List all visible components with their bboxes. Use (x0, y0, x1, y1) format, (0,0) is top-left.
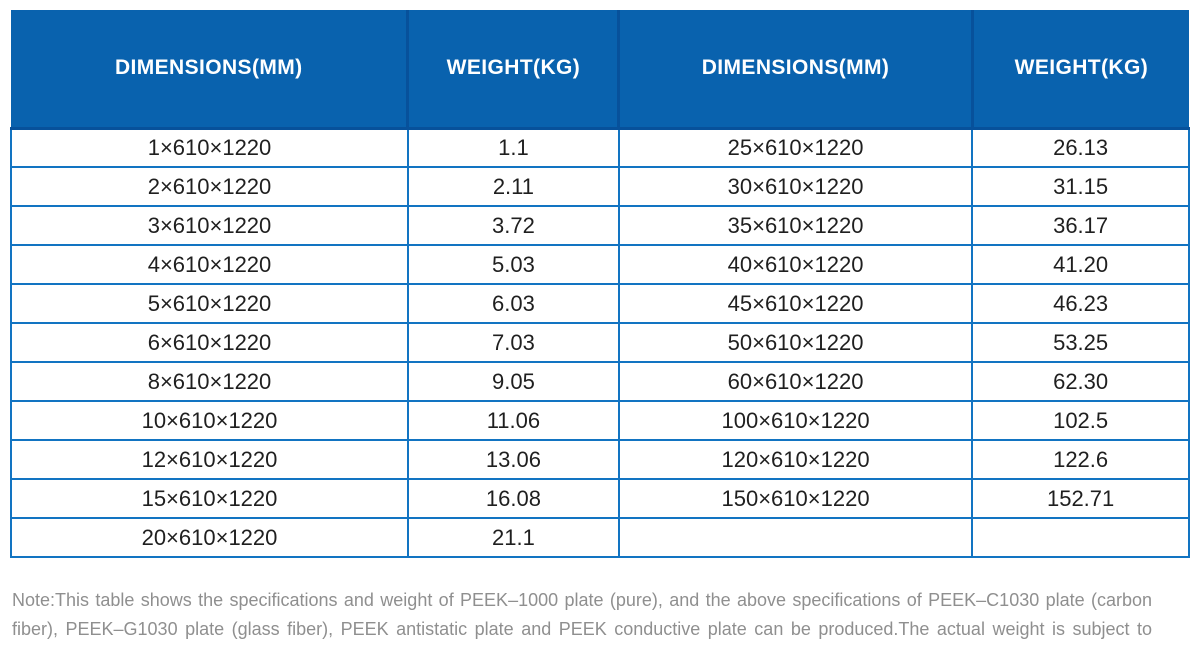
dimension-cell: 50×610×1220 (617, 322, 974, 363)
dimension-cell: 3×610×1220 (10, 205, 409, 246)
table-row: 2×610×1220 2.11 30×610×1220 31.15 (10, 166, 1190, 207)
weight-cell: 5.03 (406, 244, 620, 285)
table-header: DIMENSIONS(MM) WEIGHT(KG) DIMENSIONS(MM)… (11, 10, 1189, 130)
dimension-cell: 150×610×1220 (617, 478, 974, 519)
table-row: 6×610×1220 7.03 50×610×1220 53.25 (10, 322, 1190, 363)
dimension-cell: 60×610×1220 (617, 361, 974, 402)
table-row: 10×610×1220 11.06 100×610×1220 102.5 (10, 400, 1190, 441)
dimension-cell: 1×610×1220 (10, 127, 409, 168)
table-row: 5×610×1220 6.03 45×610×1220 46.23 (10, 283, 1190, 324)
weight-cell: 36.17 (971, 205, 1190, 246)
dimension-cell: 15×610×1220 (10, 478, 409, 519)
table-row: 1×610×1220 1.1 25×610×1220 26.13 (10, 127, 1190, 168)
dimension-cell: 2×610×1220 (10, 166, 409, 207)
weight-cell: 1.1 (406, 127, 620, 168)
dimension-cell: 45×610×1220 (617, 283, 974, 324)
weight-cell: 21.1 (406, 517, 620, 558)
dimension-cell: 35×610×1220 (617, 205, 974, 246)
header-cell-dimensions-1: DIMENSIONS(MM) (11, 10, 408, 130)
weight-cell: 41.20 (971, 244, 1190, 285)
weight-cell: 122.6 (971, 439, 1190, 480)
weight-cell: 31.15 (971, 166, 1190, 207)
spec-table: DIMENSIONS(MM) WEIGHT(KG) DIMENSIONS(MM)… (10, 10, 1190, 558)
weight-cell: 7.03 (406, 322, 620, 363)
dimension-cell: 4×610×1220 (10, 244, 409, 285)
table-row: 12×610×1220 13.06 120×610×1220 122.6 (10, 439, 1190, 480)
dimension-cell: 5×610×1220 (10, 283, 409, 324)
table-row: 20×610×1220 21.1 (10, 517, 1190, 558)
weight-cell: 62.30 (971, 361, 1190, 402)
header-cell-dimensions-2: DIMENSIONS(MM) (617, 10, 973, 130)
dimension-cell: 25×610×1220 (617, 127, 974, 168)
weight-cell: 152.71 (971, 478, 1190, 519)
weight-cell: 26.13 (971, 127, 1190, 168)
weight-cell: 6.03 (406, 283, 620, 324)
dimension-cell: 12×610×1220 (10, 439, 409, 480)
table-row: 15×610×1220 16.08 150×610×1220 152.71 (10, 478, 1190, 519)
dimension-cell: 10×610×1220 (10, 400, 409, 441)
dimension-cell: 120×610×1220 (617, 439, 974, 480)
table-row: 8×610×1220 9.05 60×610×1220 62.30 (10, 361, 1190, 402)
weight-cell: 16.08 (406, 478, 620, 519)
table-row: 4×610×1220 5.03 40×610×1220 41.20 (10, 244, 1190, 285)
table-row: 3×610×1220 3.72 35×610×1220 36.17 (10, 205, 1190, 246)
weight-cell (971, 517, 1190, 558)
header-cell-weight-2: WEIGHT(KG) (970, 10, 1189, 130)
weight-cell: 53.25 (971, 322, 1190, 363)
dimension-cell: 6×610×1220 (10, 322, 409, 363)
weight-cell: 2.11 (406, 166, 620, 207)
weight-cell: 11.06 (406, 400, 620, 441)
header-cell-weight-1: WEIGHT(KG) (406, 10, 619, 130)
dimension-cell: 40×610×1220 (617, 244, 974, 285)
header-row: DIMENSIONS(MM) WEIGHT(KG) DIMENSIONS(MM)… (11, 10, 1189, 130)
weight-cell: 13.06 (406, 439, 620, 480)
dimension-cell: 100×610×1220 (617, 400, 974, 441)
weight-cell: 46.23 (971, 283, 1190, 324)
dimension-cell: 20×610×1220 (10, 517, 409, 558)
dimension-cell: 30×610×1220 (617, 166, 974, 207)
dimension-cell (617, 517, 974, 558)
note-text: Note:This table shows the specifications… (12, 590, 1152, 639)
dimension-cell: 8×610×1220 (10, 361, 409, 402)
weight-cell: 9.05 (406, 361, 620, 402)
table-body: 1×610×1220 1.1 25×610×1220 26.13 2×610×1220 2… (10, 127, 1190, 558)
weight-cell: 3.72 (406, 205, 620, 246)
weight-cell: 102.5 (971, 400, 1190, 441)
